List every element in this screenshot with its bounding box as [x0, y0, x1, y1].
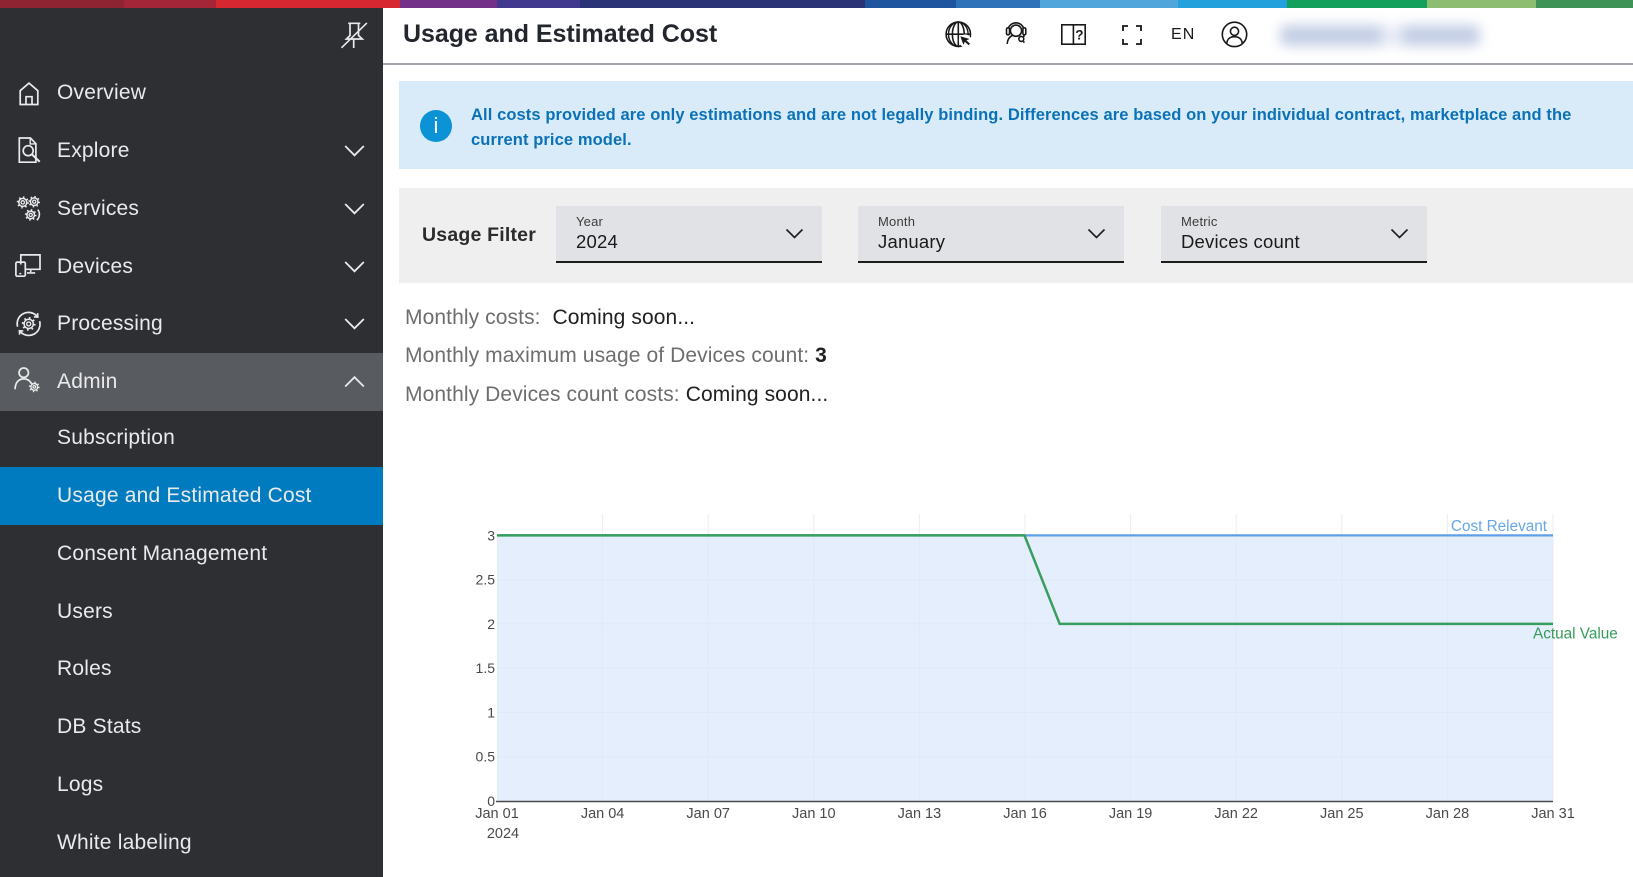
svg-text:?: ? [1075, 28, 1083, 43]
svg-text:Jan 28: Jan 28 [1426, 806, 1470, 822]
svg-text:Jan 31: Jan 31 [1531, 806, 1575, 822]
svg-text:Jan 22: Jan 22 [1214, 806, 1258, 822]
svg-text:Jan 04: Jan 04 [581, 806, 625, 822]
svg-text:Cost Relevant: Cost Relevant [1451, 518, 1548, 535]
svg-text:0: 0 [487, 793, 495, 809]
svg-text:1.5: 1.5 [476, 660, 496, 676]
svg-text:Jan 16: Jan 16 [1003, 806, 1047, 822]
svg-text:Jan 07: Jan 07 [686, 806, 730, 822]
svg-text:Jan 01: Jan 01 [475, 806, 519, 822]
svg-text:Jan 25: Jan 25 [1320, 806, 1364, 822]
svg-text:0.5: 0.5 [476, 749, 496, 765]
svg-text:Jan 10: Jan 10 [792, 806, 836, 822]
svg-text:3: 3 [487, 527, 495, 543]
svg-text:Jan 19: Jan 19 [1109, 806, 1153, 822]
svg-text:Actual Value: Actual Value [1533, 626, 1618, 643]
svg-text:2: 2 [487, 616, 495, 632]
svg-text:Jan 13: Jan 13 [898, 806, 942, 822]
svg-text:2024: 2024 [487, 826, 519, 842]
svg-text:2.5: 2.5 [476, 572, 496, 588]
svg-text:1: 1 [487, 705, 495, 721]
